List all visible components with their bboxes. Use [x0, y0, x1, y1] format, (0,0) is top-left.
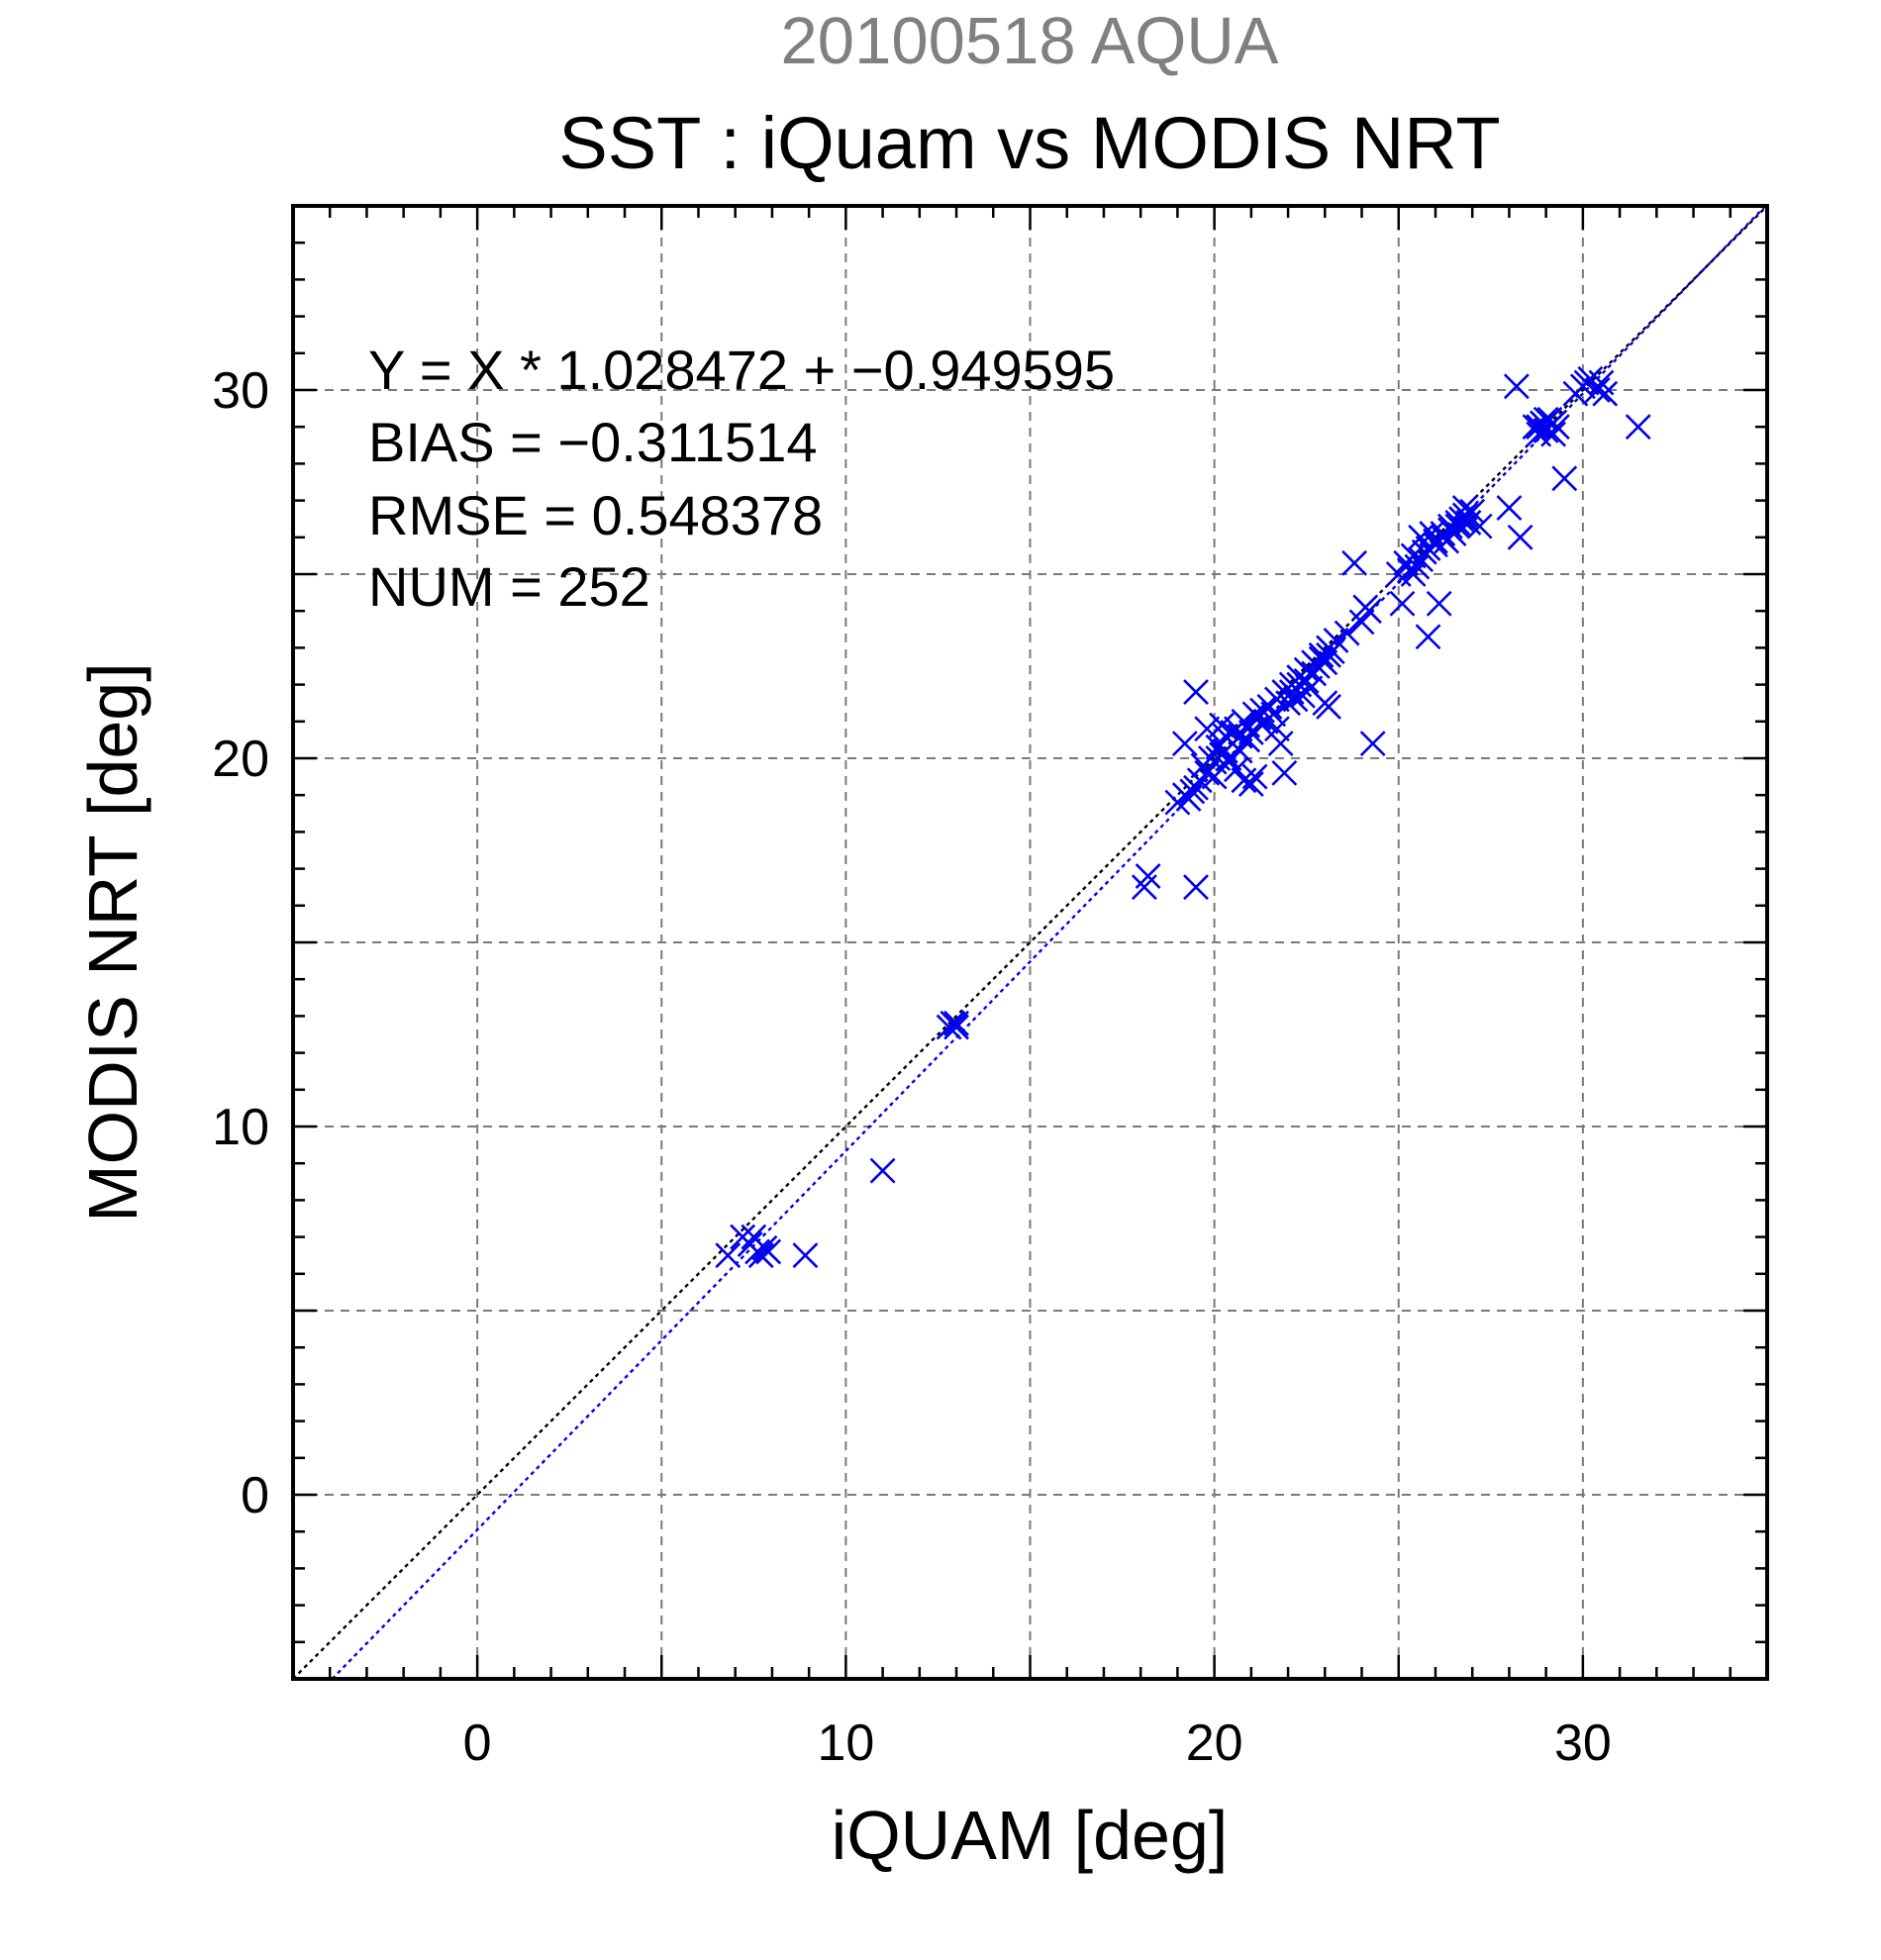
data-point	[1503, 373, 1530, 400]
data-point	[1267, 731, 1294, 757]
data-point	[1592, 380, 1619, 407]
data-point	[1301, 649, 1328, 676]
data-point	[1238, 771, 1264, 797]
data-point	[715, 1242, 742, 1269]
data-point	[1135, 863, 1161, 889]
data-point	[1408, 546, 1434, 573]
fit-equation: Y = X * 1.028472 + −0.949595	[368, 339, 1115, 401]
data-point	[1323, 628, 1349, 653]
data-point	[1271, 759, 1298, 786]
data-point	[1227, 723, 1253, 749]
data-point	[1341, 549, 1367, 576]
data-point	[1183, 679, 1209, 705]
data-point	[1436, 513, 1463, 539]
data-point	[1263, 716, 1290, 742]
data-point	[1179, 778, 1206, 805]
plot-frame	[291, 204, 1769, 1681]
reference-lines	[292, 205, 1768, 1680]
data-point	[1282, 686, 1309, 713]
data-point	[1220, 720, 1246, 745]
data-point	[1540, 421, 1567, 447]
data-point	[1171, 731, 1198, 757]
chart-suptitle: 20100518 AQUA	[781, 4, 1279, 78]
data-point	[1249, 697, 1275, 724]
data-point	[1533, 406, 1559, 433]
y-axis-label: MODIS NRT [deg]	[74, 662, 151, 1222]
data-point	[747, 1242, 774, 1269]
x-tick-label: 20	[1186, 1715, 1243, 1772]
data-point	[1316, 641, 1341, 668]
data-point	[1451, 495, 1478, 521]
tick-labels: 0 10 20 30 0 10 20 30	[212, 362, 1612, 1772]
data-point	[943, 1014, 969, 1040]
data-point	[1404, 553, 1431, 580]
data-point	[1190, 752, 1217, 779]
data-point	[1194, 716, 1221, 742]
data-point	[1334, 620, 1360, 646]
data-point	[943, 1010, 969, 1036]
data-point	[1507, 524, 1534, 550]
data-point	[755, 1238, 782, 1265]
data-point	[1540, 410, 1567, 437]
y-tick-label: 30	[212, 362, 269, 420]
data-point	[1426, 590, 1452, 617]
data-point	[792, 1242, 819, 1269]
data-point	[1356, 598, 1382, 625]
chart-title: SST : iQuam vs MODIS NRT	[558, 102, 1500, 184]
data-point	[1466, 513, 1493, 539]
data-point	[1231, 767, 1257, 794]
data-point	[869, 1157, 896, 1184]
x-axis-label: iQUAM [deg]	[832, 1797, 1229, 1874]
x-tick-label: 30	[1554, 1715, 1612, 1772]
bias-stat: BIAS = −0.311514	[368, 411, 818, 473]
y-tick-label: 0	[241, 1467, 269, 1524]
regression-line	[331, 205, 1767, 1680]
stats-box: Y = X * 1.028472 + −0.949595 BIAS = −0.3…	[368, 339, 1115, 618]
data-point	[1551, 465, 1578, 492]
x-tick-label: 0	[463, 1715, 492, 1772]
data-point	[1400, 561, 1427, 587]
rmse-stat: RMSE = 0.548378	[368, 484, 823, 546]
data-point	[1241, 701, 1268, 728]
data-point	[1444, 510, 1471, 536]
data-point	[1308, 645, 1335, 672]
data-point	[1194, 759, 1221, 786]
data-points	[715, 365, 1651, 1269]
data-point	[1625, 414, 1651, 441]
num-stat: NUM = 252	[368, 555, 650, 618]
data-point	[1415, 624, 1441, 650]
data-point	[1584, 377, 1611, 403]
data-point	[1359, 731, 1386, 757]
data-point	[1183, 874, 1209, 901]
data-point	[1348, 609, 1375, 636]
one-to-one-line	[292, 205, 1768, 1680]
data-point	[1316, 694, 1341, 720]
data-point	[1389, 590, 1416, 617]
data-point	[1209, 712, 1235, 738]
data-point	[1175, 786, 1202, 812]
data-point	[1573, 369, 1600, 396]
data-point	[1496, 495, 1523, 521]
y-tick-label: 20	[212, 731, 269, 788]
data-point	[1459, 498, 1486, 525]
x-tick-label: 10	[817, 1715, 874, 1772]
data-point	[1216, 745, 1242, 771]
y-tick-label: 10	[212, 1099, 269, 1156]
